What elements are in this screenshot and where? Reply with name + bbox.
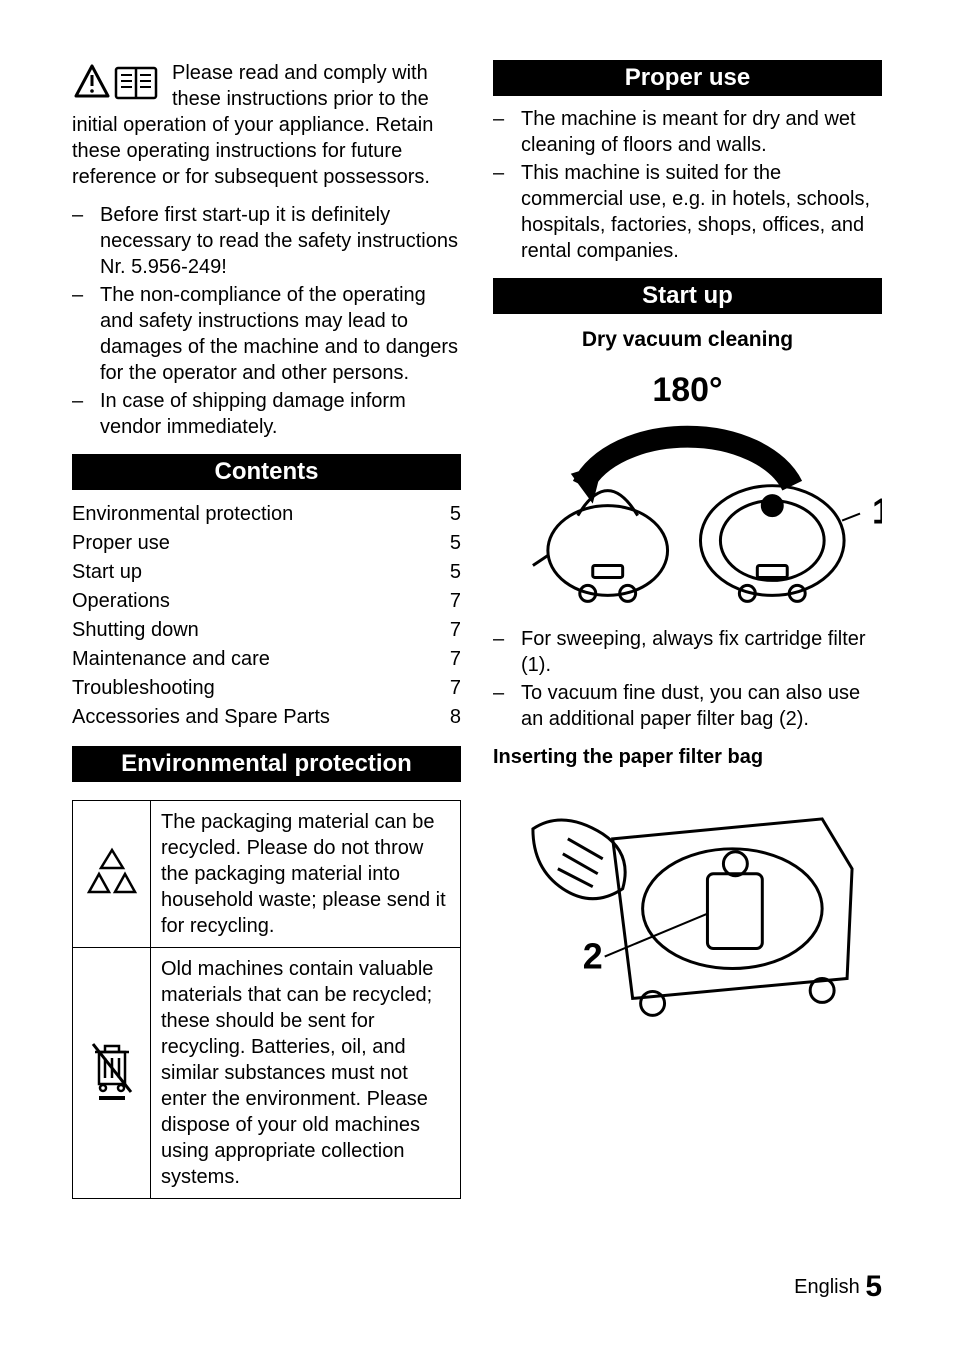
toc-page: 8	[450, 703, 461, 732]
list-item: –The non-compliance of the operating and…	[72, 282, 461, 386]
env-table: The packaging material can be recycled. …	[72, 800, 461, 1199]
dry-vacuum-header: Dry vacuum cleaning	[493, 324, 882, 356]
toc-page: 5	[450, 529, 461, 558]
intro-block: Please read and comply with these instru…	[72, 60, 461, 190]
bullet-text: In case of shipping damage inform vendor…	[100, 388, 461, 440]
toc-row: Shutting down 7	[72, 616, 461, 645]
right-column: Proper use –The machine is meant for dry…	[493, 60, 882, 1199]
toc-row: Troubleshooting 7	[72, 674, 461, 703]
callout-1: 1	[872, 492, 882, 532]
toc-label: Accessories and Spare Parts	[72, 703, 330, 732]
weee-bin-icon	[85, 1038, 139, 1102]
toc-row: Proper use 5	[72, 529, 461, 558]
list-item: –The machine is meant for dry and wet cl…	[493, 106, 882, 158]
list-item: –To vacuum fine dust, you can also use a…	[493, 680, 882, 732]
toc-label: Proper use	[72, 529, 170, 558]
left-column: Please read and comply with these instru…	[72, 60, 461, 1199]
callout-2: 2	[583, 937, 603, 977]
toc-label: Environmental protection	[72, 500, 293, 529]
diagram1-bullets: –For sweeping, always fix cartridge filt…	[493, 626, 882, 732]
diagram-1: 180° 1	[493, 366, 882, 615]
toc-page: 7	[450, 587, 461, 616]
table-row: The packaging material can be recycled. …	[73, 801, 461, 948]
toc-page: 7	[450, 616, 461, 645]
warning-manual-icon	[72, 62, 164, 107]
bullet-text: For sweeping, always fix cartridge filte…	[521, 626, 882, 678]
toc-label: Maintenance and care	[72, 645, 270, 674]
bullet-text: Before first start-up it is definitely n…	[100, 202, 461, 280]
toc-row: Accessories and Spare Parts 8	[72, 703, 461, 732]
toc-label: Shutting down	[72, 616, 199, 645]
toc-row: Maintenance and care 7	[72, 645, 461, 674]
toc-page: 5	[450, 500, 461, 529]
list-item: –Before first start-up it is definitely …	[72, 202, 461, 280]
footer-page: 5	[865, 1270, 882, 1303]
table-of-contents: Environmental protection 5 Proper use 5 St…	[72, 500, 461, 732]
env-text: The packaging material can be recycled. …	[151, 801, 461, 948]
contents-header: Contents	[72, 454, 461, 490]
diagram-2: 2	[493, 779, 882, 1028]
footer: English 5	[794, 1270, 882, 1304]
env-protection-header: Environmental protection	[72, 746, 461, 782]
toc-page: 5	[450, 558, 461, 587]
recycle-icon-cell	[73, 801, 151, 948]
toc-row: Start up 5	[72, 558, 461, 587]
bullet-text: This machine is suited for the commercia…	[521, 160, 882, 264]
toc-label: Start up	[72, 558, 142, 587]
bullet-text: The non-compliance of the operating and …	[100, 282, 461, 386]
toc-row: Operations 7	[72, 587, 461, 616]
list-item: –In case of shipping damage inform vendo…	[72, 388, 461, 440]
weee-icon-cell	[73, 948, 151, 1199]
table-row: Old machines contain valuable materials …	[73, 948, 461, 1199]
toc-label: Troubleshooting	[72, 674, 215, 703]
intro-bullets: –Before first start-up it is definitely …	[72, 202, 461, 440]
env-text: Old machines contain valuable materials …	[151, 948, 461, 1199]
bullet-text: To vacuum fine dust, you can also use an…	[521, 680, 882, 732]
inserting-title: Inserting the paper filter bag	[493, 746, 882, 769]
list-item: –This machine is suited for the commerci…	[493, 160, 882, 264]
list-item: –For sweeping, always fix cartridge filt…	[493, 626, 882, 678]
proper-use-header: Proper use	[493, 60, 882, 96]
bullet-text: The machine is meant for dry and wet cle…	[521, 106, 882, 158]
start-up-header: Start up	[493, 278, 882, 314]
toc-page: 7	[450, 645, 461, 674]
footer-lang: English	[794, 1276, 860, 1298]
proper-use-bullets: –The machine is meant for dry and wet cl…	[493, 106, 882, 264]
toc-label: Operations	[72, 587, 170, 616]
angle-label: 180°	[652, 371, 722, 409]
toc-page: 7	[450, 674, 461, 703]
recycle-icon	[85, 844, 139, 898]
toc-row: Environmental protection 5	[72, 500, 461, 529]
